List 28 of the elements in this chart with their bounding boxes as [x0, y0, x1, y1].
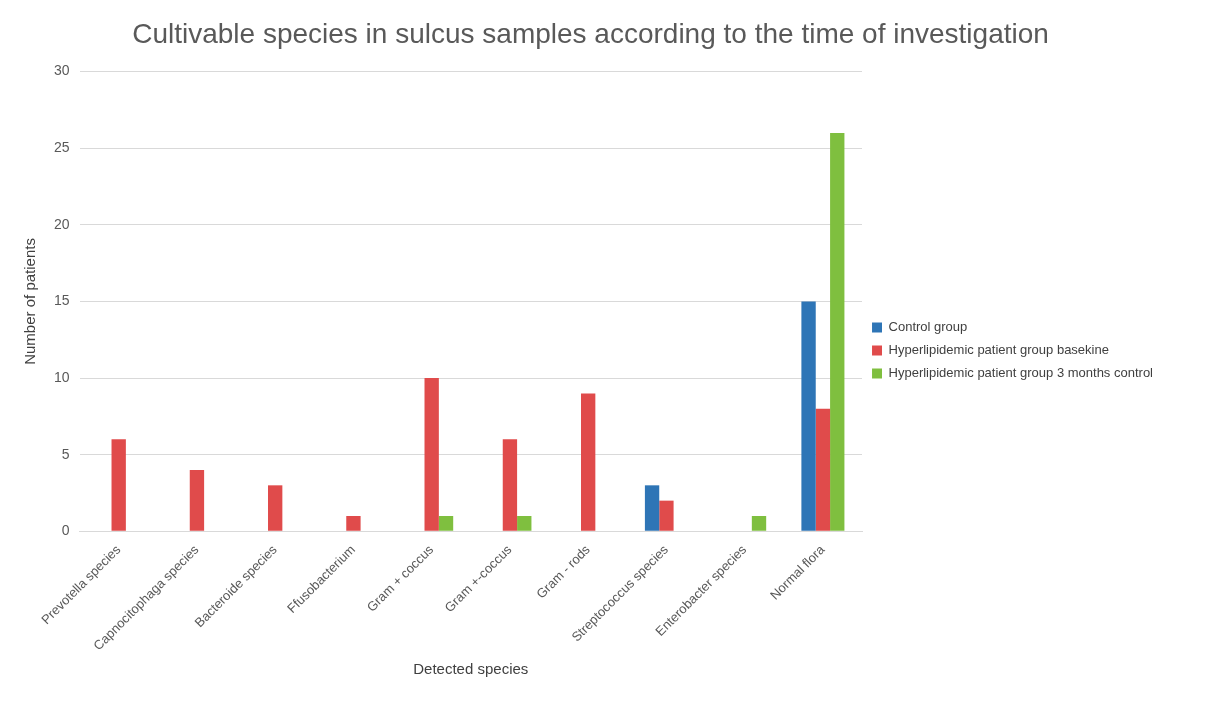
bar: [346, 515, 361, 531]
bar: [830, 132, 845, 531]
y-tick-label: 10: [53, 368, 70, 385]
y-tick-label: 20: [53, 215, 70, 232]
y-axis-title: Number of patients: [21, 238, 39, 365]
y-tick-label: 5: [61, 445, 70, 462]
bar: [438, 515, 454, 531]
y-tick-label: 25: [53, 139, 70, 156]
bar: [801, 301, 816, 531]
y-tick-label: 15: [53, 292, 70, 309]
bar: [268, 485, 283, 531]
bar: [111, 439, 126, 531]
bar: [502, 439, 518, 531]
legend-label: Control group: [888, 319, 968, 335]
bar: [581, 393, 596, 531]
bar: [189, 470, 205, 531]
bar: [644, 485, 660, 531]
y-tick-label: 0: [61, 522, 70, 539]
bar: [815, 408, 831, 531]
x-axis-title: Detected species: [413, 660, 529, 678]
bar: [751, 515, 767, 531]
bar: [517, 515, 532, 531]
y-tick-label: 30: [53, 62, 70, 79]
legend-label: Hyperlipidemic patient group 3 months control: [888, 365, 1154, 381]
bar: [424, 378, 439, 531]
bar: [659, 500, 674, 531]
legend-label: Hyperlipidemic patient group basekine: [888, 342, 1109, 358]
chart-title: Cultivable species in sulcus samples according to the time of investigation: [132, 17, 1049, 49]
